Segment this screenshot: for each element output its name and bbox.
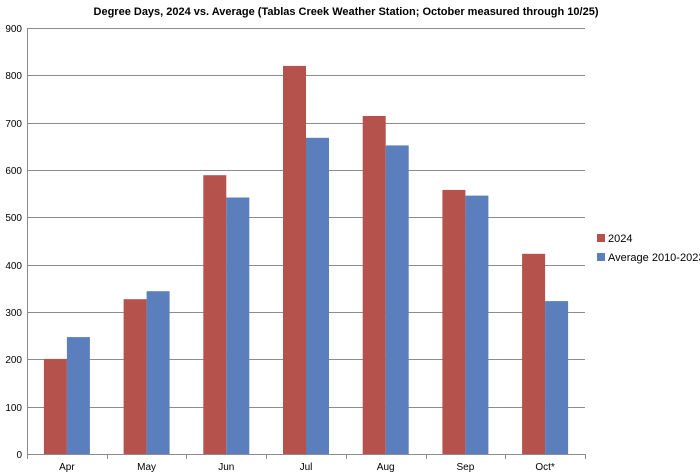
- y-tick-label: 600: [5, 166, 22, 177]
- y-tick-label: 800: [5, 71, 22, 82]
- bar-series-average-jul: [306, 137, 329, 455]
- bar-series-average-jun: [226, 197, 250, 454]
- legend-swatch: [597, 253, 605, 261]
- y-tick-label: 500: [5, 213, 22, 224]
- bar-series-2024-aug: [362, 116, 386, 454]
- bar-series-2024-may: [123, 299, 147, 454]
- x-tick-label: Sep: [457, 462, 475, 473]
- legend-label: Average 2010-2023: [608, 252, 700, 264]
- bar-series-2024-jul: [283, 65, 306, 455]
- y-tick-label: 700: [5, 119, 22, 130]
- x-tick-label: Oct*: [535, 462, 555, 473]
- x-tick-label: May: [137, 462, 156, 473]
- y-tick-label: 0: [16, 450, 22, 461]
- legend: 2024 Average 2010-2023: [597, 233, 700, 264]
- axes: [27, 28, 586, 459]
- y-tick-labels: 0 100 200 300 400 500 600 700 800 900: [5, 24, 22, 461]
- y-tick-label: 900: [5, 24, 22, 35]
- legend-label: 2024: [608, 233, 632, 245]
- x-tick-label: Jul: [300, 462, 313, 473]
- bar-series-average-may: [146, 291, 170, 454]
- y-tick-label: 300: [5, 308, 22, 319]
- legend-swatch: [597, 234, 605, 242]
- bar-series-average-aug: [385, 145, 409, 454]
- y-tick-label: 100: [5, 403, 22, 414]
- bar-series-average-oct: [545, 301, 569, 454]
- x-tick-label: Aug: [377, 462, 395, 473]
- bar-series-2024-jun: [203, 175, 227, 454]
- x-tick-labels: Apr May Jun Jul Aug Sep Oct*: [59, 462, 555, 473]
- bars: [43, 65, 569, 455]
- bar-series-2024-apr: [43, 358, 67, 454]
- y-tick-label: 200: [5, 355, 22, 366]
- bar-series-2024-sep: [442, 189, 466, 454]
- bar-series-2024-oct: [522, 253, 546, 454]
- y-tick-label: 400: [5, 261, 22, 272]
- x-tick-label: Apr: [59, 462, 75, 473]
- bar-series-average-apr: [66, 337, 90, 454]
- bar-series-average-sep: [465, 195, 489, 454]
- chart-title: Degree Days, 2024 vs. Average (Tablas Cr…: [94, 6, 599, 18]
- x-tick-label: Jun: [218, 462, 234, 473]
